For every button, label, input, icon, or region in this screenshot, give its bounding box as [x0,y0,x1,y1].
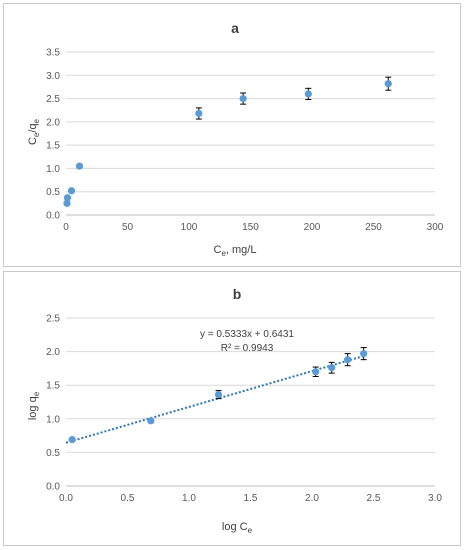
data-point [328,364,336,372]
x-tick-label: 150 [242,222,259,233]
y-tick-label: 1.5 [46,381,60,392]
x-tick-label: 3.0 [428,493,442,504]
x-tick-label: 250 [365,222,382,233]
y-tick-label: 2.0 [46,347,60,358]
data-point [312,368,320,376]
chart-b-svg: b 0.0 0.5 1.0 1.5 2.0 2.5 0.0 0.5 1.0 1.5 2.0 2.5 3… [27,286,442,535]
x-tick-label: 100 [181,222,198,233]
x-tick-label: 2.5 [367,493,381,504]
data-point [360,350,368,358]
chart-b-y-ticks: 0.0 0.5 1.0 1.5 2.0 2.5 [46,314,60,493]
y-tick-label: 1.5 [46,141,60,152]
data-point [63,199,71,207]
x-tick-label: 1.5 [244,493,258,504]
chart-panel-a: a 0.0 0.5 1.0 1.5 2.0 2.5 3.0 3.5 0 50 100 150 200 2… [3,3,461,267]
y-tick-label: 0.5 [46,448,60,459]
chart-b-r-squared: R² = 0.9943 [221,343,274,354]
x-tick-label: 1.0 [182,493,196,504]
data-point [147,417,155,425]
x-tick-label: 0.5 [121,493,135,504]
y-tick-label: 1.0 [46,414,60,425]
data-point [195,109,203,118]
chart-b-points [68,350,368,444]
data-point [67,187,76,195]
chart-b-gridlines [66,317,435,487]
data-point [384,80,392,88]
data-point [214,391,223,399]
x-tick-label: 50 [122,222,134,233]
chart-b-trendline [65,355,364,444]
x-tick-label: 0.0 [59,493,73,504]
chart-b-error-bars [215,347,367,400]
chart-a-x-ticks: 0 50 100 150 200 250 300 [63,222,444,233]
chart-a-gridlines [66,51,435,216]
x-tick-label: 300 [427,222,444,233]
y-tick-label: 3.0 [46,71,60,82]
data-point [304,90,312,98]
chart-a-svg: a 0.0 0.5 1.0 1.5 2.0 2.5 3.0 3.5 0 50 100 150 200 2… [27,20,444,258]
x-tick-label: 200 [304,222,321,233]
chart-a-y-ticks: 0.0 0.5 1.0 1.5 2.0 2.5 3.0 3.5 [46,48,60,222]
chart-b-y-axis-title: log qe [27,391,41,420]
y-tick-label: 0.0 [46,211,60,222]
chart-b-equation: y = 0.5333x + 0.6431 [200,329,294,340]
chart-panel-b: b 0.0 0.5 1.0 1.5 2.0 2.5 0.0 0.5 1.0 1.5 2.0 2.5 3… [3,271,461,546]
chart-a-x-axis-title: Ce, mg/L [214,244,257,258]
y-tick-label: 0.5 [46,187,60,198]
y-tick-label: 2.5 [46,94,60,105]
chart-a-title: a [231,20,239,36]
x-tick-label: 0 [63,222,69,233]
x-tick-label: 2.0 [305,493,319,504]
data-point [239,94,247,103]
y-tick-label: 2.0 [46,117,60,128]
y-tick-label: 0.0 [46,482,60,493]
data-point [344,356,352,364]
chart-b-title: b [233,286,242,302]
chart-a-points [63,80,392,207]
chart-b-x-ticks: 0.0 0.5 1.0 1.5 2.0 2.5 3.0 [59,493,442,504]
y-tick-label: 2.5 [46,314,60,325]
data-point [75,162,84,170]
chart-a-y-axis-title: Ce/qe [27,118,41,145]
data-point [63,194,72,202]
data-point [68,436,76,444]
chart-b-x-axis-title: log Ce [222,521,253,535]
y-tick-label: 3.5 [46,48,60,59]
y-tick-label: 1.0 [46,164,60,175]
